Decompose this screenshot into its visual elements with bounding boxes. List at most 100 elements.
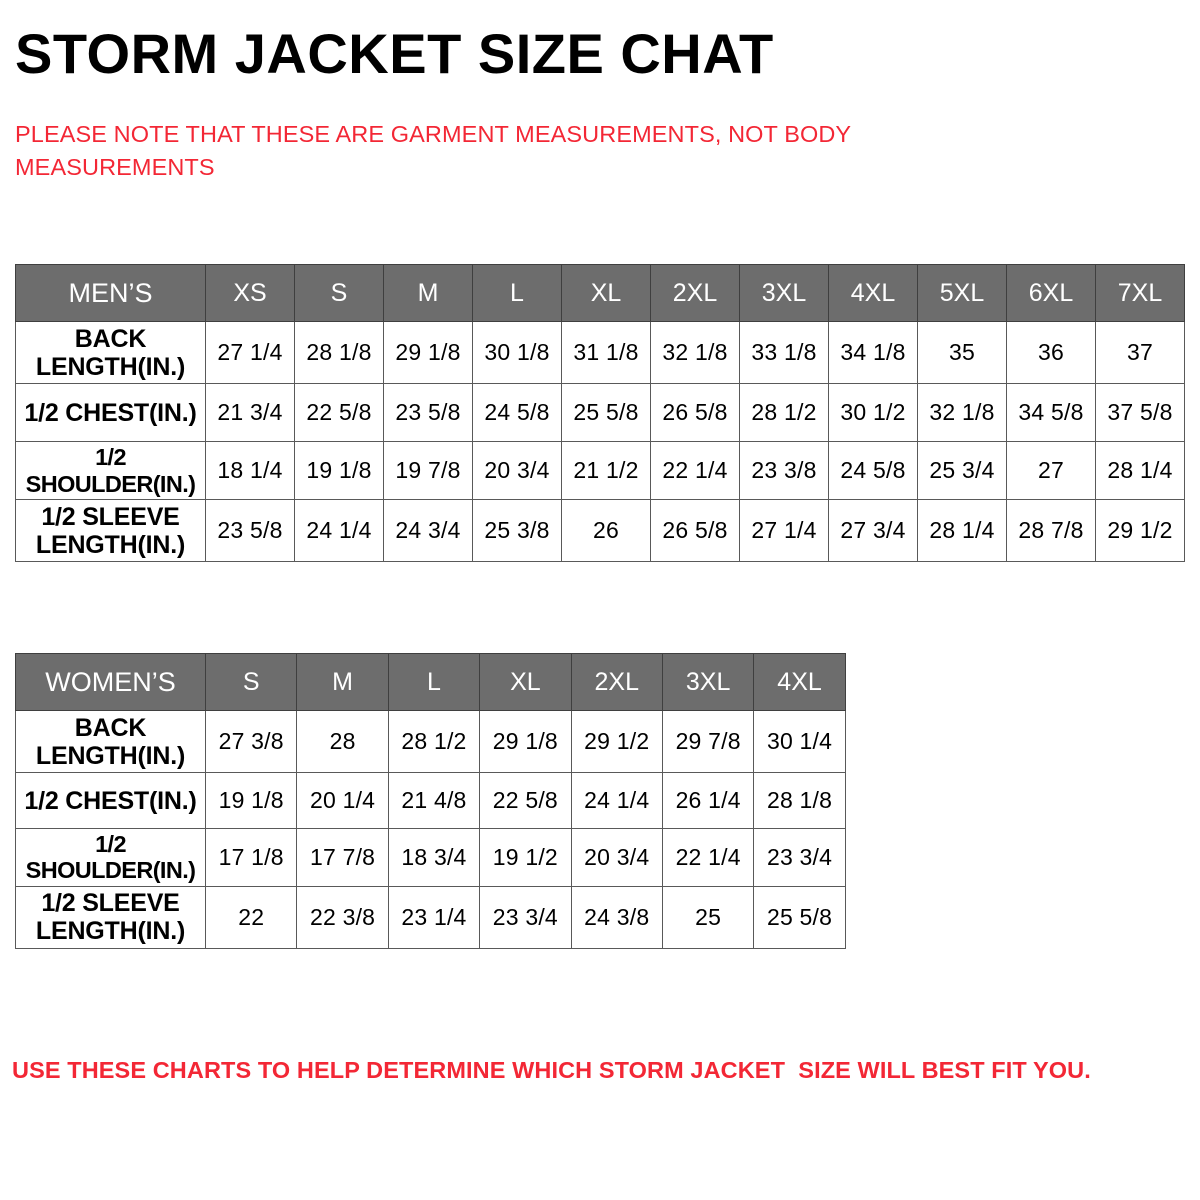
measurement-cell: 22 3/8 xyxy=(296,885,389,949)
measurement-cell: 28 xyxy=(296,710,389,773)
mens-size-header-2xl: 2XL xyxy=(650,264,740,322)
measurement-cell: 24 3/4 xyxy=(383,499,473,562)
measurement-cell: 23 5/8 xyxy=(383,383,473,442)
measurement-cell: 33 1/8 xyxy=(739,321,829,384)
table-row: BACK LENGTH(IN.) 27 3/8 28 28 1/2 29 1/8 29 1/… xyxy=(15,710,846,773)
womens-size-header-m: M xyxy=(296,653,389,711)
row-label-line-1: BACK xyxy=(74,324,147,353)
measurement-cell: 28 7/8 xyxy=(1006,499,1096,562)
womens-size-header-xl: XL xyxy=(479,653,572,711)
table-row: 1/2 CHEST(IN.) 21 3/4 22 5/8 23 5/8 24 5/8 25… xyxy=(15,383,1185,442)
mens-size-header-xl: XL xyxy=(561,264,651,322)
measurement-cell: 37 xyxy=(1095,321,1185,384)
mens-category-header: MEN’S xyxy=(15,264,206,322)
footer-note: USE THESE CHARTS TO HELP DETERMINE WHICH… xyxy=(12,1057,1091,1083)
mens-table-head: MEN’S XS S M L XL 2XL 3XL 4XL 5XL 6XL 7XL xyxy=(15,264,1185,322)
table-row: 1/2 SHOULDER(IN.) 18 1/4 19 1/8 19 7/8 20 3/… xyxy=(15,441,1185,500)
measurement-cell: 29 7/8 xyxy=(661,710,755,773)
measurement-cell: 29 1/2 xyxy=(1095,499,1185,562)
measurement-cell: 30 1/8 xyxy=(472,321,562,384)
measurement-cell: 24 5/8 xyxy=(828,441,918,500)
table-row: 1/2 SLEEVE LENGTH(IN.) 23 5/8 24 1/4 24 3/4 2… xyxy=(15,499,1185,562)
row-label-line-2: LENGTH(IN.) xyxy=(35,352,186,381)
womens-table-body: BACK LENGTH(IN.) 27 3/8 28 28 1/2 29 1/8 29 1/… xyxy=(15,710,846,949)
measurement-cell: 29 1/8 xyxy=(383,321,473,384)
measurement-cell: 22 1/4 xyxy=(650,441,740,500)
mens-size-header-4xl: 4XL xyxy=(828,264,918,322)
garment-measurement-note: PLEASE NOTE THAT THESE ARE GARMENT MEASU… xyxy=(15,121,851,181)
measurement-cell: 23 3/4 xyxy=(479,885,572,949)
measurement-cell: 23 3/4 xyxy=(753,828,846,887)
measurement-cell: 30 1/2 xyxy=(828,383,918,442)
womens-size-header-l: L xyxy=(387,653,481,711)
measurement-cell: 21 1/2 xyxy=(561,441,651,500)
measurement-cell: 23 5/8 xyxy=(205,499,295,562)
womens-size-header-s: S xyxy=(204,653,298,711)
table-row: 1/2 CHEST(IN.) 19 1/8 20 1/4 21 4/8 22 5/8 24… xyxy=(15,772,846,829)
measurement-row-label: BACK LENGTH(IN.) xyxy=(15,321,206,384)
table-row: 1/2 SHOULDER(IN.) 17 1/8 17 7/8 18 3/4 19 1/… xyxy=(15,828,846,887)
measurement-cell: 32 1/8 xyxy=(917,383,1007,442)
measurement-cell: 28 1/8 xyxy=(294,321,384,384)
measurement-cell: 27 3/8 xyxy=(204,710,298,773)
measurement-cell: 26 1/4 xyxy=(661,772,755,829)
mens-size-table: MEN’S XS S M L XL 2XL 3XL 4XL 5XL 6XL 7XL BACK LENGT… xyxy=(15,264,1185,562)
mens-size-header-6xl: 6XL xyxy=(1006,264,1096,322)
womens-table-head: WOMEN’S S M L XL 2XL 3XL 4XL xyxy=(15,653,846,711)
measurement-cell: 27 1/4 xyxy=(739,499,829,562)
measurement-cell: 25 xyxy=(661,885,755,949)
row-label-line-1: BACK xyxy=(74,713,147,742)
measurement-cell: 30 1/4 xyxy=(753,710,846,773)
mens-size-header-xs: XS xyxy=(205,264,295,322)
measurement-cell: 20 3/4 xyxy=(570,828,663,887)
mens-size-header-5xl: 5XL xyxy=(917,264,1007,322)
measurement-cell: 20 1/4 xyxy=(296,772,389,829)
measurement-cell: 28 1/8 xyxy=(753,772,846,829)
measurement-cell: 27 1/4 xyxy=(205,321,295,384)
measurement-row-label: 1/2 SHOULDER(IN.) xyxy=(15,441,206,500)
mens-size-header-s: S xyxy=(294,264,384,322)
measurement-cell: 18 3/4 xyxy=(387,828,481,887)
measurement-row-label: 1/2 CHEST(IN.) xyxy=(15,772,206,829)
table-row: 1/2 SLEEVE LENGTH(IN.) 22 22 3/8 23 1/4 23 3/… xyxy=(15,885,846,949)
measurement-cell: 19 1/2 xyxy=(479,828,572,887)
measurement-cell: 35 xyxy=(917,321,1007,384)
measurement-cell: 26 5/8 xyxy=(650,499,740,562)
measurement-cell: 25 5/8 xyxy=(753,885,846,949)
mens-size-header-m: M xyxy=(383,264,473,322)
measurement-cell: 17 1/8 xyxy=(204,828,298,887)
measurement-row-label: 1/2 CHEST(IN.) xyxy=(15,383,206,442)
measurement-cell: 19 1/8 xyxy=(294,441,384,500)
womens-header-row: WOMEN’S S M L XL 2XL 3XL 4XL xyxy=(15,653,846,711)
measurement-cell: 32 1/8 xyxy=(650,321,740,384)
measurement-cell: 27 3/4 xyxy=(828,499,918,562)
womens-size-header-4xl: 4XL xyxy=(753,653,846,711)
measurement-cell: 21 3/4 xyxy=(205,383,295,442)
measurement-cell: 23 1/4 xyxy=(387,885,481,949)
measurement-cell: 25 5/8 xyxy=(561,383,651,442)
measurement-cell: 26 xyxy=(561,499,651,562)
measurement-row-label: 1/2 SLEEVE LENGTH(IN.) xyxy=(15,499,206,562)
measurement-cell: 36 xyxy=(1006,321,1096,384)
measurement-cell: 21 4/8 xyxy=(387,772,481,829)
measurement-cell: 17 7/8 xyxy=(296,828,389,887)
mens-table-body: BACK LENGTH(IN.) 27 1/4 28 1/8 29 1/8 30 1/8 3… xyxy=(15,321,1185,562)
womens-size-header-2xl: 2XL xyxy=(570,653,663,711)
measurement-cell: 28 1/4 xyxy=(1095,441,1185,500)
measurement-cell: 25 3/8 xyxy=(472,499,562,562)
measurement-cell: 26 5/8 xyxy=(650,383,740,442)
womens-size-table: WOMEN’S S M L XL 2XL 3XL 4XL BACK LENGTH(IN.) 27 … xyxy=(15,653,846,949)
page-title: STORM JACKET SIZE CHAT xyxy=(15,22,774,85)
measurement-cell: 25 3/4 xyxy=(917,441,1007,500)
measurement-row-label: 1/2 SHOULDER(IN.) xyxy=(15,828,206,887)
measurement-cell: 29 1/2 xyxy=(570,710,663,773)
measurement-cell: 18 1/4 xyxy=(205,441,295,500)
mens-header-row: MEN’S XS S M L XL 2XL 3XL 4XL 5XL 6XL 7XL xyxy=(15,264,1185,322)
measurement-cell: 28 1/2 xyxy=(387,710,481,773)
row-label-line-2: LENGTH(IN.) xyxy=(35,917,186,946)
row-label-line-2: LENGTH(IN.) xyxy=(35,530,186,559)
measurement-cell: 23 3/8 xyxy=(739,441,829,500)
womens-size-header-3xl: 3XL xyxy=(661,653,755,711)
row-label-line-1: 1/2 SLEEVE xyxy=(41,889,180,918)
